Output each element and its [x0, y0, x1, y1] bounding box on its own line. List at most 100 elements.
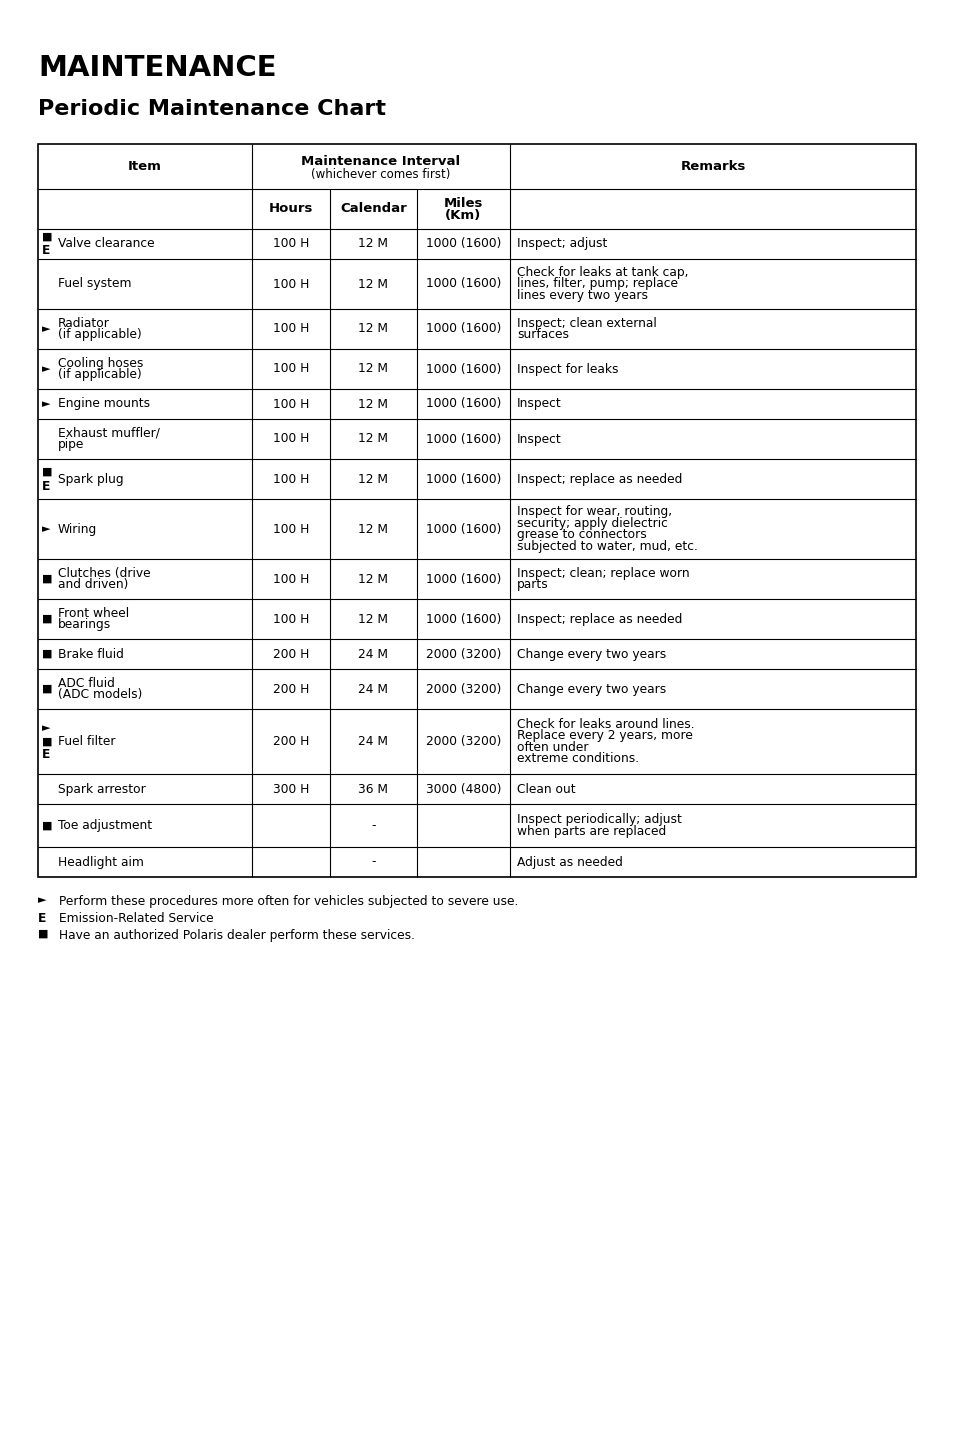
Text: Fuel system: Fuel system: [58, 278, 132, 291]
Text: 12 M: 12 M: [358, 323, 388, 336]
Text: Inspect; adjust: Inspect; adjust: [517, 237, 607, 250]
Text: Clean out: Clean out: [517, 782, 575, 795]
Text: Inspect: Inspect: [517, 432, 561, 445]
Text: Inspect for leaks: Inspect for leaks: [517, 362, 618, 375]
Text: ►: ►: [42, 523, 51, 534]
Text: Inspect; clean; replace worn: Inspect; clean; replace worn: [517, 567, 689, 580]
Text: 12 M: 12 M: [358, 237, 388, 250]
Text: Inspect; replace as needed: Inspect; replace as needed: [517, 473, 681, 486]
Text: Fuel filter: Fuel filter: [58, 736, 115, 747]
Text: Exhaust muffler/: Exhaust muffler/: [58, 427, 160, 439]
Text: 100 H: 100 H: [273, 237, 309, 250]
Text: 2000 (3200): 2000 (3200): [425, 736, 500, 747]
Text: Emission-Related Service: Emission-Related Service: [55, 912, 213, 925]
Text: 1000 (1600): 1000 (1600): [425, 473, 500, 486]
Text: pipe: pipe: [58, 438, 84, 451]
Text: surfaces: surfaces: [517, 329, 568, 342]
Text: 12 M: 12 M: [358, 522, 388, 535]
Text: Replace every 2 years, more: Replace every 2 years, more: [517, 730, 692, 742]
Text: 12 M: 12 M: [358, 473, 388, 486]
Text: Engine mounts: Engine mounts: [58, 397, 150, 410]
Text: parts: parts: [517, 579, 548, 592]
Text: (Km): (Km): [445, 209, 481, 222]
Text: 12 M: 12 M: [358, 612, 388, 625]
Text: Front wheel: Front wheel: [58, 606, 129, 619]
Text: 1000 (1600): 1000 (1600): [425, 432, 500, 445]
Text: 100 H: 100 H: [273, 278, 309, 291]
Text: Inspect; clean external: Inspect; clean external: [517, 317, 656, 330]
Text: Change every two years: Change every two years: [517, 682, 665, 695]
Text: 24 M: 24 M: [358, 682, 388, 695]
Text: lines, filter, pump; replace: lines, filter, pump; replace: [517, 278, 678, 291]
Text: (ADC models): (ADC models): [58, 688, 142, 701]
Text: bearings: bearings: [58, 618, 112, 631]
Text: ■: ■: [42, 233, 52, 241]
Text: 2000 (3200): 2000 (3200): [425, 682, 500, 695]
Text: ►: ►: [42, 398, 51, 409]
Text: E: E: [38, 912, 47, 925]
Text: 36 M: 36 M: [358, 782, 388, 795]
Text: Brake fluid: Brake fluid: [58, 647, 124, 660]
Text: ►: ►: [42, 364, 51, 374]
Text: 1000 (1600): 1000 (1600): [425, 397, 500, 410]
Text: Toe adjustment: Toe adjustment: [58, 819, 152, 832]
Text: Adjust as needed: Adjust as needed: [517, 855, 622, 868]
Text: 12 M: 12 M: [358, 362, 388, 375]
Text: ►: ►: [42, 324, 51, 334]
Text: when parts are replaced: when parts are replaced: [517, 824, 665, 838]
Text: 200 H: 200 H: [273, 682, 309, 695]
Text: 100 H: 100 H: [273, 397, 309, 410]
Text: 12 M: 12 M: [358, 278, 388, 291]
Text: 3000 (4800): 3000 (4800): [425, 782, 500, 795]
Text: Spark arrestor: Spark arrestor: [58, 782, 146, 795]
Text: 200 H: 200 H: [273, 647, 309, 660]
Text: MAINTENANCE: MAINTENANCE: [38, 54, 276, 81]
Bar: [38, 144, 915, 877]
Text: Have an authorized Polaris dealer perform these services.: Have an authorized Polaris dealer perfor…: [55, 929, 415, 942]
Text: 1000 (1600): 1000 (1600): [425, 278, 500, 291]
Text: (if applicable): (if applicable): [58, 368, 142, 381]
Text: 100 H: 100 H: [273, 612, 309, 625]
Text: 100 H: 100 H: [273, 432, 309, 445]
Text: Radiator: Radiator: [58, 317, 110, 330]
Text: Spark plug: Spark plug: [58, 473, 124, 486]
Text: 100 H: 100 H: [273, 473, 309, 486]
Text: ■: ■: [42, 820, 52, 830]
Text: 12 M: 12 M: [358, 432, 388, 445]
Text: 1000 (1600): 1000 (1600): [425, 323, 500, 336]
Text: Inspect periodically; adjust: Inspect periodically; adjust: [517, 813, 681, 826]
Text: E: E: [42, 747, 51, 760]
Text: -: -: [371, 819, 375, 832]
Text: 300 H: 300 H: [273, 782, 309, 795]
Text: Valve clearance: Valve clearance: [58, 237, 154, 250]
Text: Maintenance Interval: Maintenance Interval: [301, 156, 460, 169]
Text: (if applicable): (if applicable): [58, 329, 142, 342]
Text: ■: ■: [42, 683, 52, 694]
Text: Check for leaks around lines.: Check for leaks around lines.: [517, 718, 694, 731]
Text: E: E: [42, 480, 51, 493]
Text: 100 H: 100 H: [273, 573, 309, 586]
Text: Item: Item: [128, 160, 162, 173]
Text: 100 H: 100 H: [273, 323, 309, 336]
Text: ►: ►: [42, 724, 51, 733]
Text: Inspect; replace as needed: Inspect; replace as needed: [517, 612, 681, 625]
Text: 1000 (1600): 1000 (1600): [425, 362, 500, 375]
Text: 2000 (3200): 2000 (3200): [425, 647, 500, 660]
Text: ■: ■: [38, 929, 49, 939]
Text: Cooling hoses: Cooling hoses: [58, 356, 143, 369]
Text: Change every two years: Change every two years: [517, 647, 665, 660]
Text: ■: ■: [42, 648, 52, 659]
Text: Calendar: Calendar: [340, 202, 406, 215]
Text: 1000 (1600): 1000 (1600): [425, 237, 500, 250]
Text: 1000 (1600): 1000 (1600): [425, 522, 500, 535]
Text: 12 M: 12 M: [358, 573, 388, 586]
Text: Remarks: Remarks: [679, 160, 745, 173]
Text: 1000 (1600): 1000 (1600): [425, 612, 500, 625]
Text: Check for leaks at tank cap,: Check for leaks at tank cap,: [517, 266, 688, 279]
Text: ►: ►: [38, 896, 47, 904]
Text: 200 H: 200 H: [273, 736, 309, 747]
Text: 24 M: 24 M: [358, 647, 388, 660]
Text: Miles: Miles: [443, 198, 482, 211]
Text: ■: ■: [42, 737, 52, 746]
Text: ADC fluid: ADC fluid: [58, 676, 114, 689]
